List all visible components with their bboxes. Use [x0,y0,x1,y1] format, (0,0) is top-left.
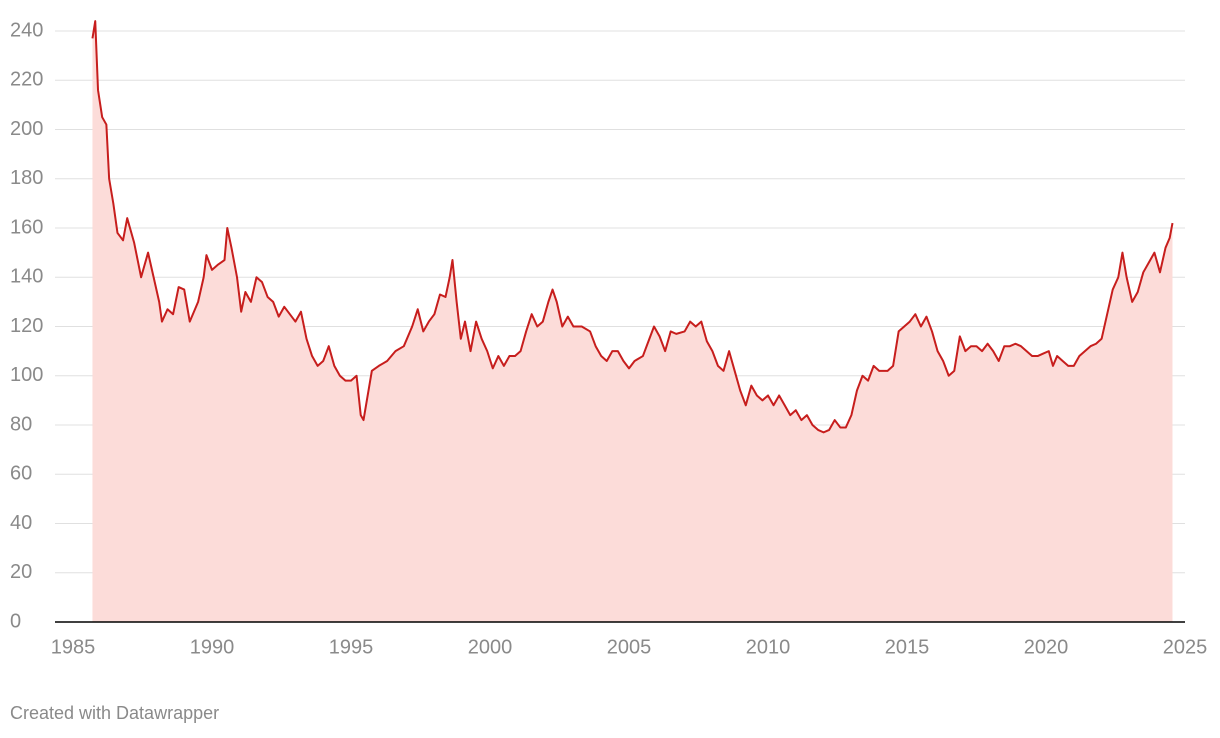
x-tick-label: 1990 [190,636,235,658]
x-tick-label: 1985 [51,636,96,658]
y-tick-label: 40 [10,512,32,534]
y-tick-label: 100 [10,364,43,386]
y-tick-label: 200 [10,118,43,140]
y-tick-label: 0 [10,610,21,632]
x-tick-label: 2010 [746,636,791,658]
x-tick-label: 2025 [1163,636,1208,658]
y-tick-label: 180 [10,167,43,189]
line [91,20,1174,434]
y-tick-label: 120 [10,315,43,337]
y-tick-label: 140 [10,266,43,288]
y-tick-label: 240 [10,19,43,41]
y-tick-label: 20 [10,561,32,583]
y-tick-label: 160 [10,216,43,238]
x-tick-label: 2015 [885,636,930,658]
x-tick-label: 2000 [468,636,513,658]
y-tick-label: 80 [10,413,32,435]
area [92,21,1173,622]
y-tick-label: 60 [10,463,32,485]
x-tick-label: 2005 [607,636,652,658]
y-tick-label: 220 [10,69,43,91]
credit: Created with Datawrapper [10,703,219,723]
x-tick-label: 2020 [1024,636,1069,658]
x-tick-label: 1995 [329,636,374,658]
